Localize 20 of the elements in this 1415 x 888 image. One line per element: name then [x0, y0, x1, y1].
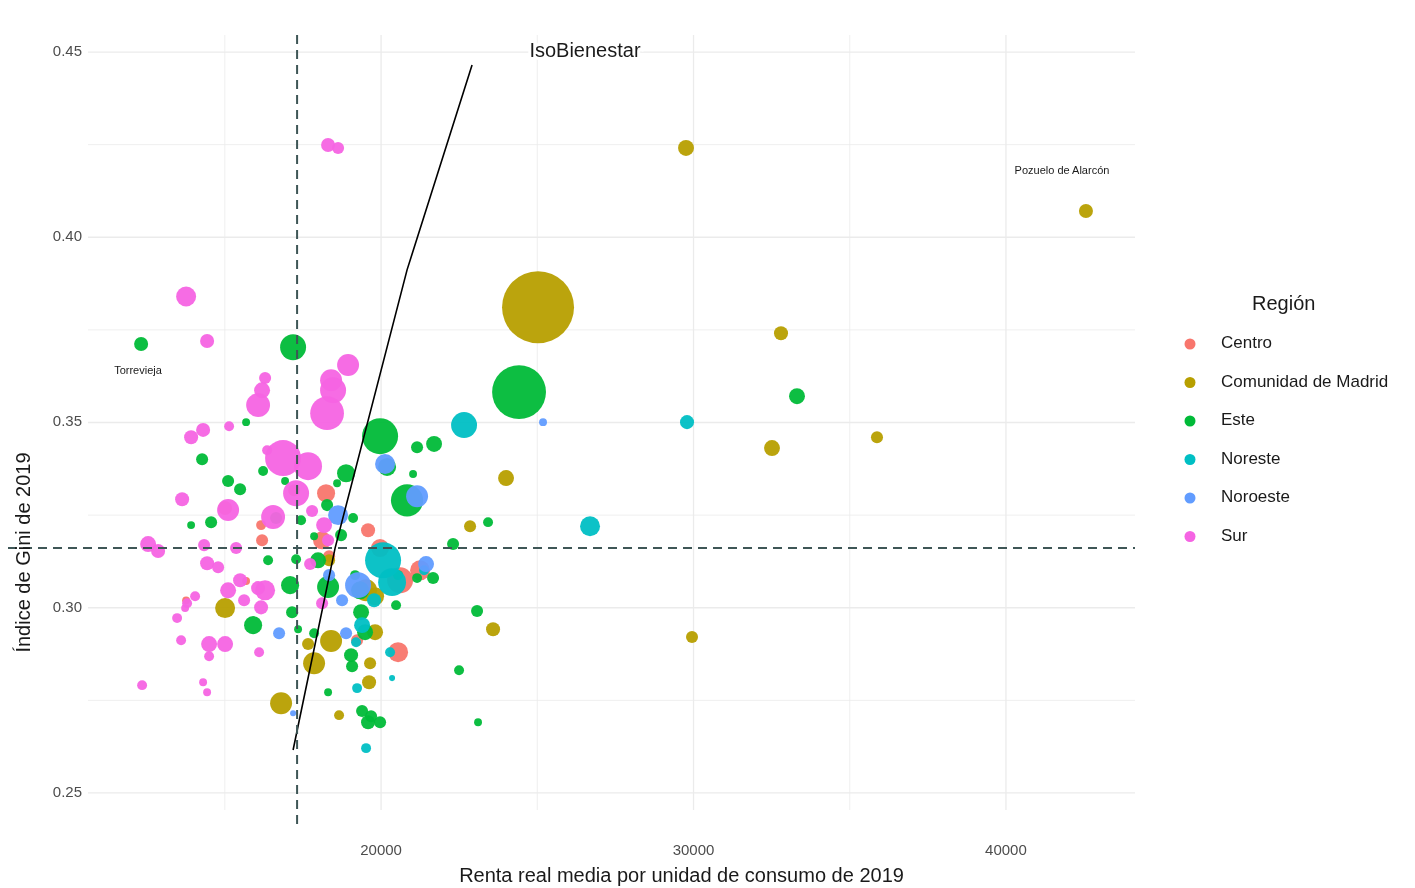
- annotation: Torrevieja: [114, 363, 163, 376]
- y-axis-title: Índice de Gini de 2019: [12, 452, 34, 653]
- y-tick-label: 0.25: [52, 782, 82, 800]
- x-tick-label: 30000: [672, 841, 715, 858]
- y-tick-label: 0.35: [52, 412, 82, 430]
- x-axis-title: Renta real media por unidad de consumo de 2019: [459, 864, 904, 886]
- legend-title: Región: [1252, 292, 1316, 314]
- x-tick-label: 20000: [360, 841, 402, 858]
- legend-label: Sur: [1221, 525, 1248, 545]
- y-tick-label: 0.30: [52, 597, 82, 615]
- legend-label: Noreste: [1221, 448, 1281, 468]
- legend-label: Noroeste: [1221, 487, 1290, 507]
- x-tick-label: 40000: [985, 841, 1027, 858]
- annotation: Pozuelo de Alarcón: [1014, 163, 1110, 176]
- y-tick-label: 0.45: [52, 42, 82, 60]
- y-tick-label: 0.40: [52, 227, 82, 245]
- legend-label: Centro: [1221, 333, 1273, 353]
- legend-label: Este: [1221, 410, 1256, 430]
- annotation: IsoBienestar: [529, 39, 641, 62]
- legend-label: Comunidad de Madrid: [1221, 371, 1389, 391]
